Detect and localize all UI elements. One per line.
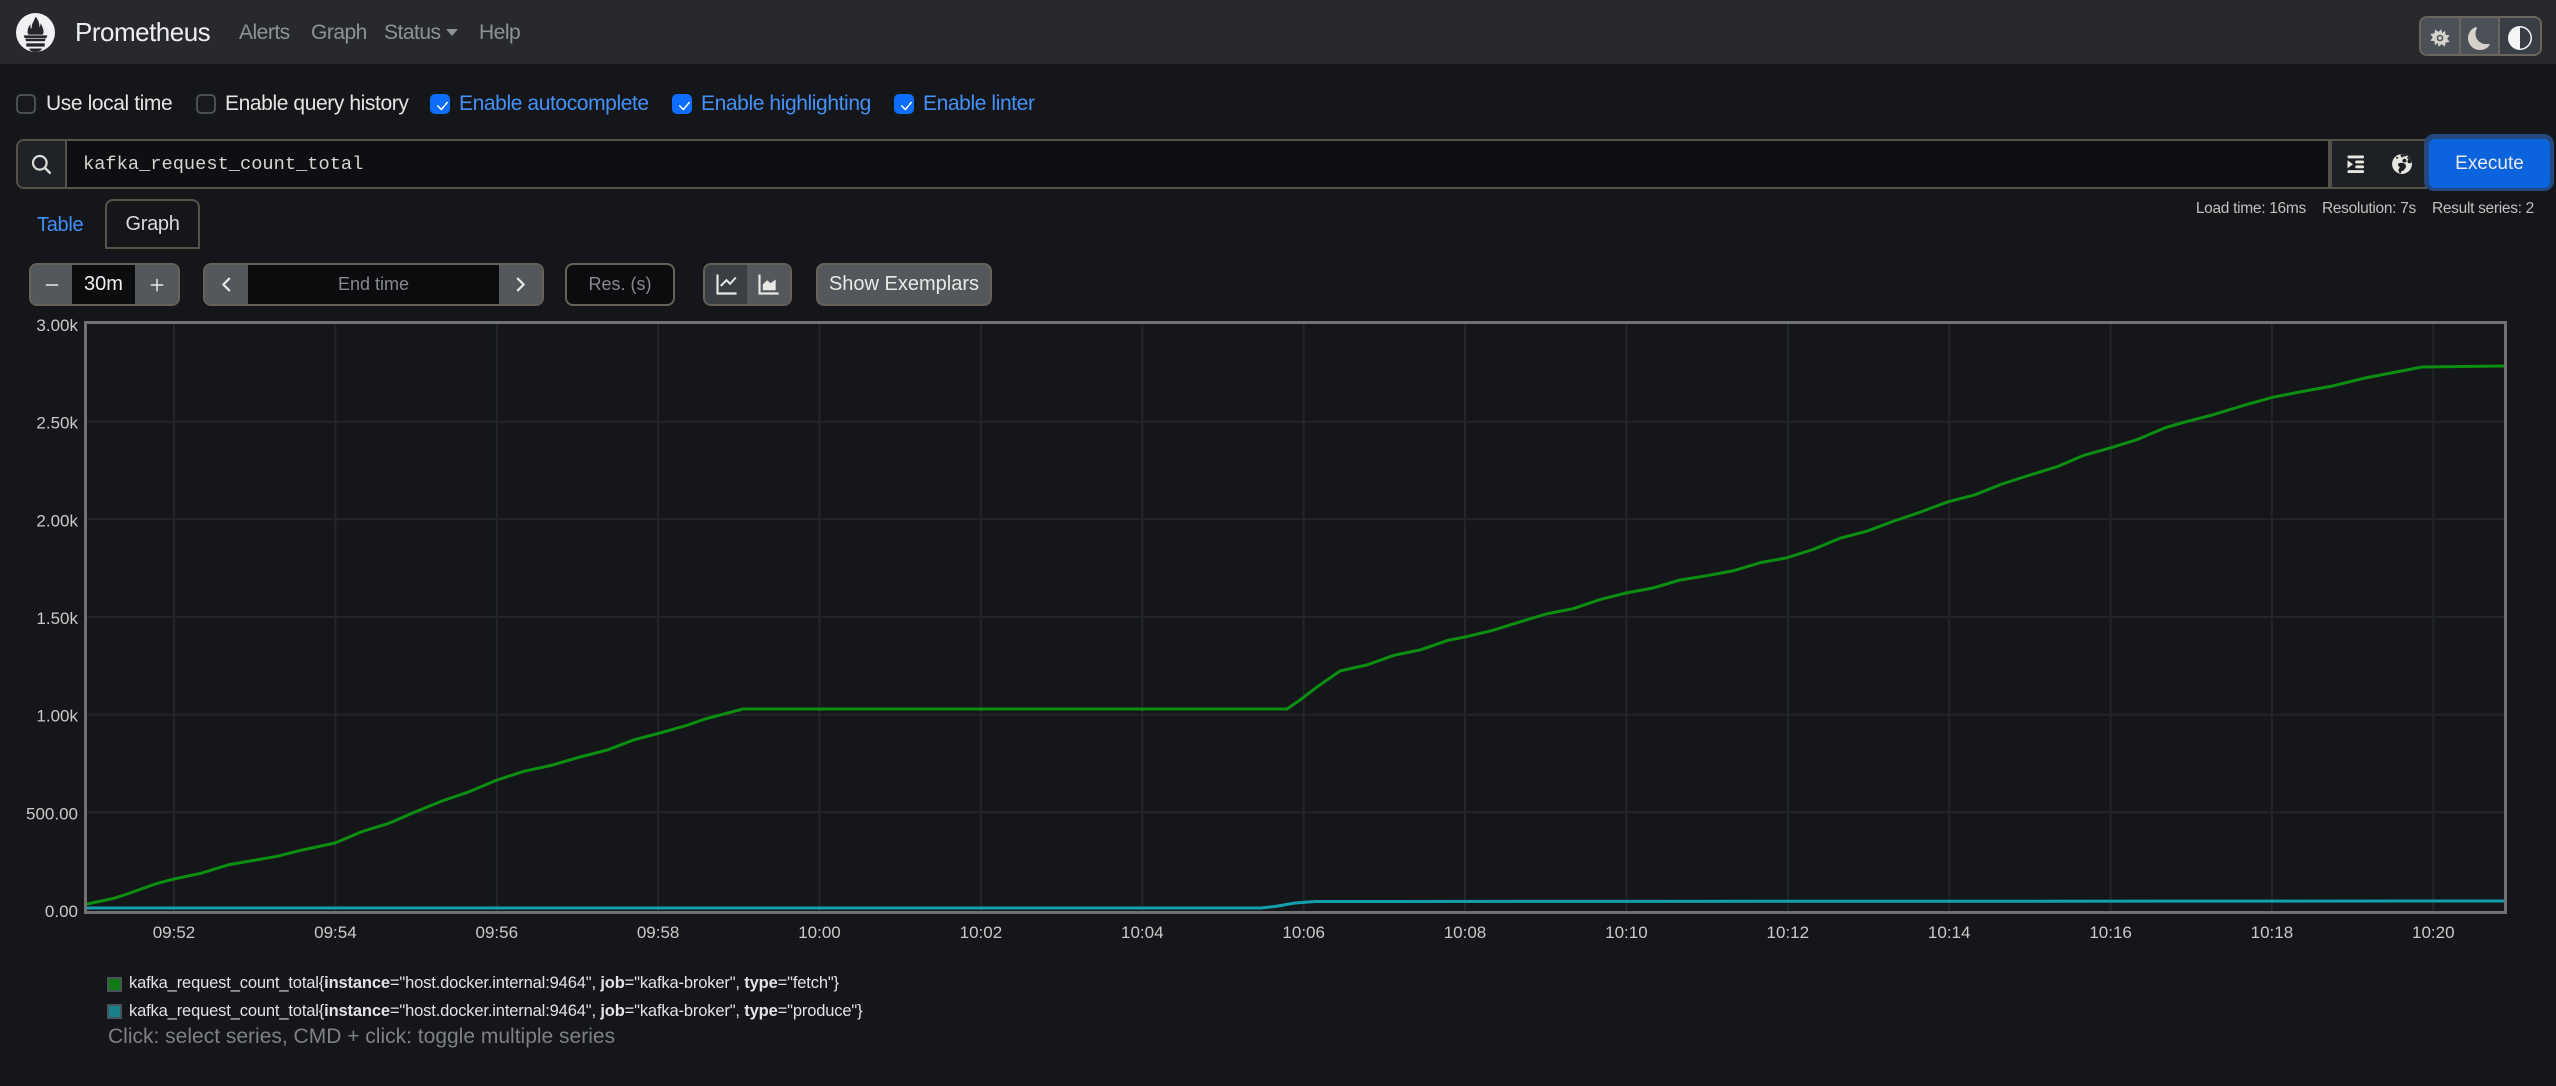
svg-text:2.00k: 2.00k [36, 511, 78, 530]
svg-text:10:20: 10:20 [2412, 923, 2455, 942]
svg-text:1.50k: 1.50k [36, 609, 78, 628]
svg-text:09:54: 09:54 [314, 923, 357, 942]
svg-text:2.50k: 2.50k [36, 414, 78, 433]
svg-text:10:04: 10:04 [1121, 923, 1164, 942]
svg-text:10:12: 10:12 [1767, 923, 1810, 942]
svg-text:10:18: 10:18 [2251, 923, 2294, 942]
svg-text:10:02: 10:02 [960, 923, 1003, 942]
svg-text:10:08: 10:08 [1444, 923, 1487, 942]
svg-text:0.00: 0.00 [45, 902, 78, 921]
svg-text:10:00: 10:00 [798, 923, 841, 942]
svg-text:10:14: 10:14 [1928, 923, 1971, 942]
svg-text:10:16: 10:16 [2089, 923, 2132, 942]
svg-text:3.00k: 3.00k [36, 316, 78, 335]
svg-text:10:06: 10:06 [1282, 923, 1325, 942]
svg-text:09:52: 09:52 [153, 923, 196, 942]
svg-text:10:10: 10:10 [1605, 923, 1648, 942]
svg-text:500.00: 500.00 [26, 804, 78, 823]
svg-text:09:58: 09:58 [637, 923, 680, 942]
svg-text:09:56: 09:56 [476, 923, 519, 942]
svg-text:1.00k: 1.00k [36, 707, 78, 726]
